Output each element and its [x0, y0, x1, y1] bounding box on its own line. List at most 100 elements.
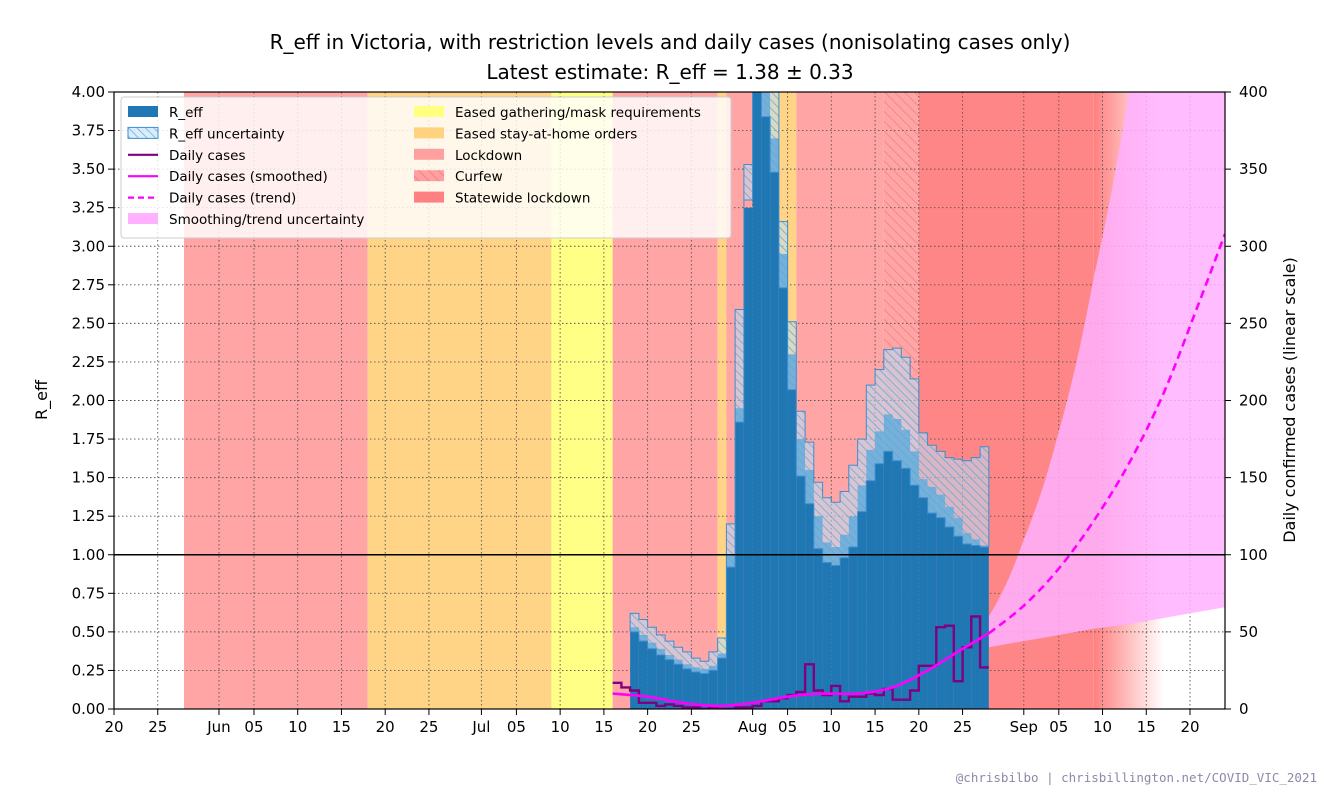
y-right-tick-label: 250: [1239, 314, 1268, 332]
x-tick-label: 05: [778, 718, 797, 736]
reff-bar: [743, 207, 753, 709]
x-tick-label: 05: [244, 718, 263, 736]
y-left-tick-label: 4.00: [72, 83, 105, 101]
reff-bar: [761, 92, 771, 709]
x-tick-label: 15: [332, 718, 351, 736]
cases-series: [612, 233, 1225, 709]
reff-bar: [892, 419, 902, 709]
x-tick-label: 20: [104, 718, 123, 736]
legend-swatch-eased_stay_home: [414, 127, 444, 139]
legend-swatch-trend-uncertainty: [128, 213, 158, 224]
band-eased_stay_home-4: [717, 92, 727, 709]
legend-label: Eased stay-at-home orders: [455, 126, 637, 142]
reff-bar: [700, 668, 709, 709]
x-tick-label: 25: [682, 718, 701, 736]
reff-bar: [857, 485, 867, 709]
legend-label: Daily cases: [169, 148, 246, 164]
reff-bar: [708, 665, 718, 709]
legend-label: Daily cases (smoothed): [169, 169, 328, 185]
x-tick-label: Jun: [206, 718, 230, 736]
x-tick-label: 25: [953, 718, 972, 736]
reff-bar: [726, 554, 736, 709]
y-left-tick-label: 1.75: [72, 430, 105, 448]
y-axis-right-label: Daily confirmed cases (linear scale): [1280, 257, 1299, 543]
y-left-tick-label: 2.00: [72, 392, 105, 410]
y-right-tick-label: 400: [1239, 83, 1268, 101]
reff-bar: [866, 449, 876, 709]
y-left-tick-label: 3.50: [72, 160, 105, 178]
legend-swatch-reff: [128, 106, 158, 117]
trend-cases-line: [987, 233, 1225, 635]
legend-label: R_eff: [169, 105, 203, 121]
x-tick-label: 10: [1093, 718, 1112, 736]
y-left-tick-label: 3.25: [72, 199, 105, 217]
reff-bar: [778, 253, 788, 709]
y-right-tick-label: 200: [1239, 392, 1268, 410]
x-tick-label: 10: [551, 718, 570, 736]
x-tick-label: 10: [288, 718, 307, 736]
reff-bar: [953, 517, 963, 709]
reff-series: [629, 92, 990, 709]
legend-swatch-statewide: [414, 191, 444, 203]
smoothed-cases-line: [612, 632, 990, 708]
legend-label: Smoothing/trend uncertainty: [169, 212, 364, 228]
y-left-tick-label: 2.25: [72, 353, 105, 371]
x-tick-label: 15: [866, 718, 885, 736]
reff-bar: [962, 533, 972, 709]
reff-bar: [630, 627, 639, 709]
x-tick-label: 20: [1180, 718, 1199, 736]
reff-bar: [735, 408, 744, 709]
y-left-tick-label: 1.00: [72, 546, 105, 564]
reff-bar: [717, 653, 727, 709]
y-right-tick-label: 100: [1239, 546, 1268, 564]
legend-label: R_eff uncertainty: [169, 126, 285, 142]
x-tick-label: Sep: [1010, 718, 1038, 736]
reff-bar: [883, 414, 893, 709]
reff-bar: [848, 516, 858, 709]
y-left-tick-label: 3.00: [72, 237, 105, 255]
reff-bar: [796, 439, 806, 709]
reff-bar: [927, 486, 937, 709]
reff-bar: [813, 516, 823, 709]
x-axis: 20 25 Jun 05 10 15 20 25 Jul 05 10 15 20 25 Aug 05 10 15 2…: [104, 709, 1200, 736]
y-left-tick-label: 1.25: [72, 507, 105, 525]
legend-box: [120, 96, 732, 239]
y-axis-left-label: R_eff: [32, 379, 52, 420]
x-tick-label: 15: [1137, 718, 1156, 736]
reff-bar: [647, 642, 657, 709]
legend: R_eff R_eff uncertainty Daily cases Daily c…: [120, 96, 732, 239]
x-tick-label: 20: [638, 718, 657, 736]
reff-bar: [665, 655, 674, 709]
x-tick-label: Jul: [471, 718, 490, 736]
reff-bar: [831, 547, 841, 709]
y-left-tick-label: 0.75: [72, 584, 105, 602]
reff-bar: [945, 506, 954, 709]
reff-bar: [770, 138, 779, 709]
reff-bar: [971, 539, 981, 709]
reff-bar: [875, 431, 884, 709]
reff-bar: [918, 479, 928, 709]
y-right-tick-label: 350: [1239, 160, 1268, 178]
reff-bar: [682, 664, 692, 709]
trend-uncertainty: [988, 92, 1225, 648]
reff-bar: [656, 648, 666, 709]
reff-bar: [822, 542, 832, 709]
legend-label: Lockdown: [455, 148, 522, 164]
x-tick-label: 20: [376, 718, 395, 736]
y-right-tick-label: 150: [1239, 469, 1268, 487]
x-tick-label: 25: [148, 718, 167, 736]
reff-uncertainty-band: [629, 92, 990, 674]
reff-bar: [840, 534, 849, 709]
legend-swatch-eased_gathering: [414, 106, 444, 117]
legend-swatch-curfew: [414, 170, 444, 182]
legend-swatch-lockdown: [414, 148, 444, 160]
y-left-tick-label: 2.50: [72, 314, 105, 332]
y-right-tick-label: 300: [1239, 237, 1268, 255]
x-tick-label: 05: [1049, 718, 1068, 736]
x-tick-label: 20: [909, 718, 928, 736]
reff-bar: [638, 634, 648, 709]
legend-label: Daily cases (trend): [169, 191, 296, 207]
reff-bar: [910, 451, 919, 709]
legend-label: Curfew: [455, 169, 503, 185]
